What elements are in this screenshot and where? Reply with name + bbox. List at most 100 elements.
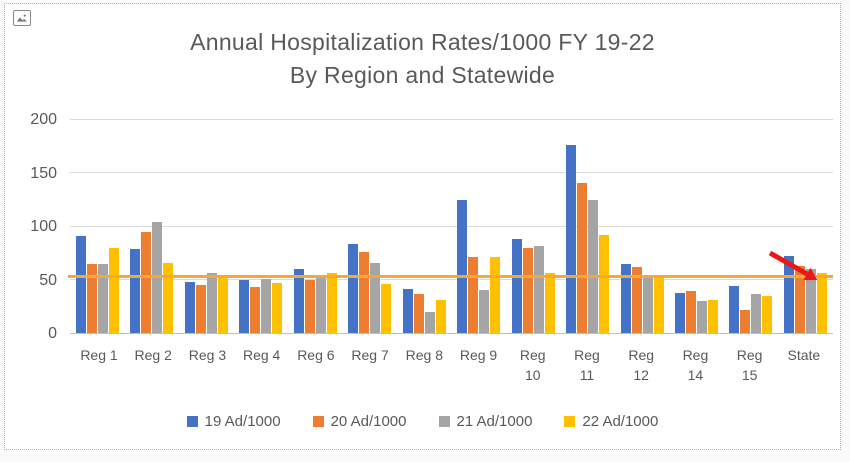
x-axis-label: State: [787, 347, 821, 363]
image-placeholder-icon: [13, 10, 31, 26]
bar: [435, 300, 446, 333]
gridline: [70, 225, 833, 227]
x-axis-label: Reg 9: [459, 347, 498, 363]
legend-swatch: [186, 416, 198, 427]
bar: [424, 311, 435, 333]
bar: [490, 257, 501, 333]
bar: [577, 182, 588, 333]
bar: [696, 301, 707, 333]
gridline: [70, 172, 833, 174]
bar: [184, 281, 195, 333]
picture-glyph: [17, 14, 27, 22]
bar: [359, 252, 370, 333]
bar: [326, 273, 337, 333]
reference-line: [68, 274, 833, 278]
bar: [457, 199, 468, 333]
chart-title: Annual Hospitalization Rates/1000 FY 19-…: [190, 29, 655, 55]
legend-swatch: [564, 416, 576, 427]
y-axis-label: 200: [30, 111, 57, 128]
embedded-chart-image[interactable]: Annual Hospitalization Rates/1000 FY 19-…: [4, 3, 841, 450]
bar: [566, 144, 577, 333]
legend-item: 22 Ad/1000: [564, 413, 658, 430]
legend-label: 21 Ad/1000: [456, 413, 533, 430]
bar: [740, 309, 751, 333]
x-axis-label: Reg 8: [405, 347, 443, 363]
gridline: [70, 278, 833, 280]
bar: [381, 284, 392, 333]
bar-group: [783, 120, 827, 333]
y-axis: 0 50 100 150 200: [5, 111, 61, 342]
legend-swatch: [438, 416, 450, 427]
x-axis-label: Reg 7: [351, 347, 389, 363]
bar: [293, 269, 304, 333]
bar: [98, 263, 108, 333]
bar-group: [674, 120, 718, 333]
bar: [141, 231, 152, 333]
x-axis-label: Reg 4: [242, 347, 281, 363]
bar: [413, 293, 424, 333]
y-axis-label: 150: [30, 164, 57, 182]
chart-title-block: Annual Hospitalization Rates/1000 FY 19-…: [5, 26, 840, 92]
bar: [402, 289, 413, 333]
x-axis-label: Reg 12: [628, 347, 655, 383]
bar: [163, 262, 174, 333]
bar: [599, 235, 610, 333]
bar: [348, 243, 359, 333]
bar-groups: [76, 120, 827, 333]
bar-group: [184, 120, 228, 333]
chart-subtitle: By Region and Statewide: [289, 62, 556, 88]
bar-group: [348, 120, 392, 333]
legend: 19 Ad/1000 20 Ad/1000 21 Ad/1000 22 Ad/1000: [5, 413, 840, 430]
bar: [805, 269, 816, 333]
bar: [195, 285, 206, 333]
y-axis-label: 100: [30, 218, 57, 235]
bar-group: [729, 120, 773, 333]
y-axis-label: 0: [48, 325, 57, 342]
bar: [533, 245, 544, 333]
x-axis-label: Reg 2: [134, 347, 172, 363]
bar: [653, 275, 664, 333]
bar: [250, 287, 261, 333]
bar: [674, 292, 685, 333]
bar: [468, 257, 479, 333]
x-axis-label: Reg 6: [297, 347, 335, 363]
bar: [130, 248, 141, 333]
legend-label: 20 Ad/1000: [330, 413, 407, 430]
bar: [261, 278, 272, 333]
bar: [370, 262, 381, 333]
bar: [588, 199, 599, 333]
bar: [631, 266, 642, 333]
bar: [522, 247, 533, 333]
bar: [239, 279, 250, 333]
bar-group: [76, 120, 119, 333]
bar: [217, 275, 228, 333]
bar: [304, 279, 315, 333]
bar: [762, 295, 773, 333]
legend-item: 20 Ad/1000: [312, 413, 407, 430]
bar: [816, 273, 827, 333]
bar: [707, 300, 718, 333]
legend-item: 19 Ad/1000: [186, 413, 281, 430]
bar: [794, 265, 805, 333]
bar: [544, 273, 555, 333]
bar-group: [402, 120, 446, 333]
bar: [109, 247, 119, 333]
bar: [620, 263, 631, 333]
bar: [783, 256, 794, 333]
bar: [152, 222, 163, 333]
legend-label: 19 Ad/1000: [204, 413, 281, 430]
bar: [272, 282, 283, 333]
legend-item: 21 Ad/1000: [438, 413, 533, 430]
gridline: [70, 119, 833, 120]
x-axis: Reg 1 Reg 2 Reg 3 Reg 4 Reg 6 Reg 7 Reg 8 Reg 9…: [70, 345, 833, 385]
bar: [751, 293, 762, 333]
x-axis-label: Reg 14: [682, 347, 709, 383]
bar: [315, 277, 326, 333]
bar: [479, 290, 490, 333]
bar-group: [130, 120, 174, 333]
bar-group: [511, 120, 555, 333]
x-axis-label: Reg 10: [519, 347, 546, 383]
x-axis-label: Reg 3: [188, 347, 227, 363]
bar-group: [457, 120, 501, 333]
plot-area: [68, 119, 833, 334]
